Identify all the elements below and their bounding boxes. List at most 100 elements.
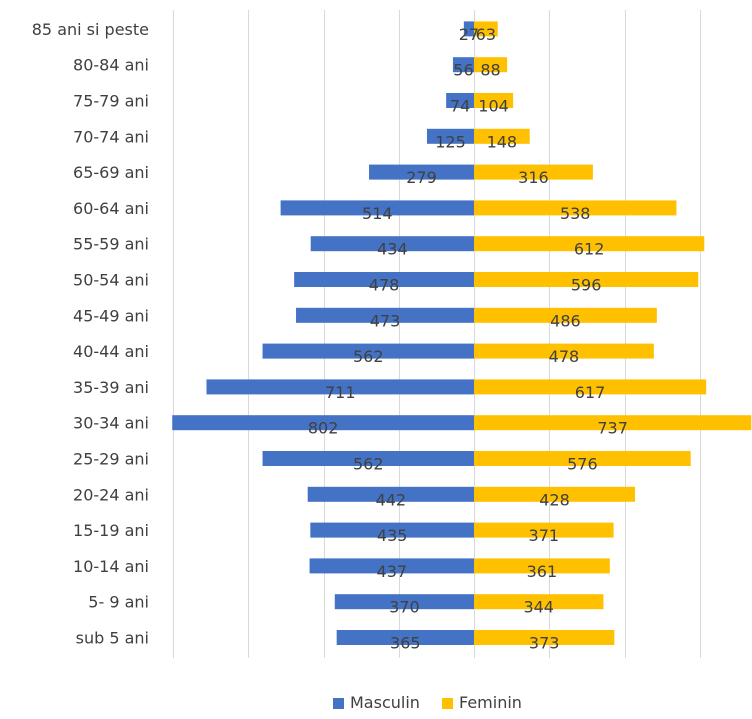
- data-label-feminin: 737: [597, 419, 628, 438]
- bar-feminin: [474, 451, 691, 466]
- data-label-feminin: 344: [523, 598, 554, 617]
- category-label: 5- 9 ani: [88, 593, 149, 612]
- data-label-feminin: 617: [575, 383, 606, 402]
- bar-feminin: [474, 93, 514, 108]
- data-label-masculin: 56: [453, 61, 473, 80]
- data-label-feminin: 63: [476, 25, 496, 44]
- legend: Masculin Feminin: [333, 693, 522, 712]
- category-label: 65-69 ani: [73, 163, 149, 182]
- category-labels: 85 ani si peste 80-84 ani 75-79 ani 70-74 a…: [32, 20, 149, 648]
- category-label: 70-74 ani: [73, 127, 149, 146]
- bar-masculin: [280, 200, 474, 216]
- data-label-masculin: 279: [406, 168, 437, 187]
- data-label-masculin: 473: [370, 311, 401, 330]
- data-label-feminin: 428: [539, 490, 570, 509]
- category-label: 75-79 ani: [73, 92, 149, 111]
- data-label-feminin: 88: [480, 61, 500, 80]
- bar-masculin: [172, 415, 474, 431]
- category-label: 10-14 ani: [73, 557, 149, 576]
- bar-masculin: [262, 343, 474, 359]
- bar-feminin: [474, 272, 699, 287]
- data-label-feminin: 538: [560, 204, 591, 223]
- data-label-feminin: 148: [487, 132, 518, 151]
- bar-masculin: [426, 128, 474, 144]
- category-label: 35-39 ani: [73, 378, 149, 397]
- data-label-masculin: 711: [325, 383, 356, 402]
- legend-label-feminin: Feminin: [459, 693, 522, 712]
- data-label-masculin: 27: [459, 25, 479, 44]
- category-label: 30-34 ani: [73, 414, 149, 433]
- category-label: 60-64 ani: [73, 199, 149, 218]
- category-label: 80-84 ani: [73, 56, 149, 75]
- category-label: 85 ani si peste: [32, 20, 149, 39]
- legend-swatch-feminin: [442, 698, 453, 709]
- bar-feminin: [474, 164, 593, 180]
- bar-masculin: [262, 451, 474, 466]
- data-label-feminin: 486: [550, 311, 581, 330]
- bar-masculin: [334, 594, 474, 610]
- bar-feminin: [474, 343, 654, 359]
- bar-feminin: [474, 594, 604, 610]
- data-label-masculin: 437: [377, 562, 408, 581]
- legend-label-masculin: Masculin: [350, 693, 420, 712]
- bar-feminin: [474, 379, 707, 395]
- gridlines: [173, 10, 701, 658]
- legend-swatch-masculin: [333, 698, 344, 709]
- bar-masculin: [206, 379, 474, 395]
- bar-feminin: [474, 21, 498, 37]
- bar-masculin: [309, 558, 474, 574]
- data-label-masculin: 125: [435, 132, 466, 151]
- bar-feminin: [474, 200, 677, 216]
- bar-masculin: [336, 630, 474, 645]
- data-label-feminin: 612: [574, 240, 605, 259]
- bar-masculin: [369, 164, 474, 180]
- bar-feminin: [474, 415, 752, 431]
- bar-feminin: [474, 57, 508, 73]
- category-label: 40-44 ani: [73, 342, 149, 361]
- bar-masculin: [296, 307, 474, 323]
- data-label-masculin: 562: [353, 455, 384, 474]
- bar-feminin: [474, 236, 705, 252]
- bar-feminin: [474, 558, 610, 574]
- bar-masculin: [452, 57, 474, 73]
- data-label-feminin: 316: [518, 168, 549, 187]
- data-label-feminin: 371: [529, 526, 560, 545]
- data-label-feminin: 596: [571, 276, 602, 295]
- data-label-feminin: 478: [549, 347, 580, 366]
- bar-masculin: [307, 486, 474, 502]
- data-label-masculin: 370: [389, 598, 420, 617]
- bars: [172, 21, 752, 645]
- data-label-masculin: 435: [377, 526, 408, 545]
- bar-masculin: [463, 21, 474, 37]
- bar-masculin: [294, 272, 474, 287]
- bar-feminin: [474, 522, 614, 538]
- category-label: 50-54 ani: [73, 271, 149, 290]
- bar-feminin: [474, 486, 636, 502]
- bar-feminin: [474, 128, 530, 144]
- data-label-masculin: 802: [308, 419, 339, 438]
- data-label-feminin: 104: [478, 97, 509, 116]
- category-label: 55-59 ani: [73, 235, 149, 254]
- data-label-masculin: 562: [353, 347, 384, 366]
- data-label-masculin: 478: [369, 276, 400, 295]
- bar-feminin: [474, 307, 657, 323]
- bar-feminin: [474, 630, 615, 645]
- category-label: 20-24 ani: [73, 485, 149, 504]
- data-label-masculin: 365: [390, 634, 421, 653]
- data-label-feminin: 361: [527, 562, 558, 581]
- bar-masculin: [310, 522, 474, 538]
- data-label-masculin: 514: [362, 204, 393, 223]
- category-label: 45-49 ani: [73, 306, 149, 325]
- data-label-masculin: 74: [450, 97, 470, 116]
- category-label: 15-19 ani: [73, 521, 149, 540]
- data-label-masculin: 442: [376, 490, 407, 509]
- bar-masculin: [310, 236, 474, 252]
- bar-masculin: [446, 93, 474, 108]
- data-label-masculin: 434: [377, 240, 408, 259]
- data-label-feminin: 373: [529, 634, 560, 653]
- category-label: 25-29 ani: [73, 450, 149, 469]
- data-label-feminin: 576: [567, 455, 598, 474]
- category-label: sub 5 ani: [76, 629, 149, 648]
